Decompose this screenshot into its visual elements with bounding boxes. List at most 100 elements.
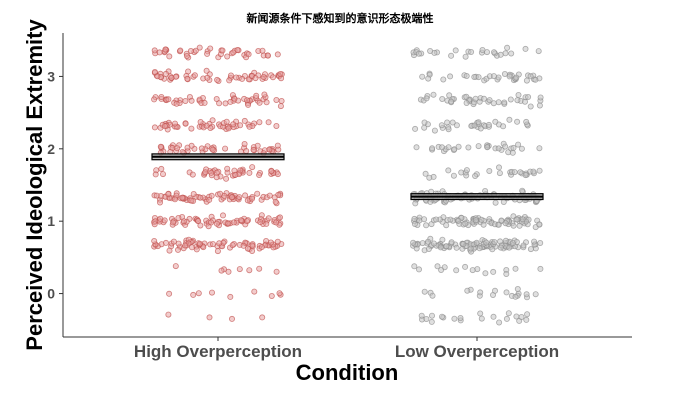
data-point [209, 241, 216, 248]
data-point [196, 240, 203, 247]
data-point [246, 169, 253, 176]
data-point [495, 221, 502, 228]
data-point [448, 52, 455, 59]
data-point [170, 238, 177, 245]
data-point [448, 239, 455, 246]
data-point [475, 74, 482, 81]
data-point [536, 221, 543, 228]
data-point [168, 74, 175, 81]
data-point [513, 313, 520, 320]
data-point [158, 94, 165, 101]
data-point [445, 167, 452, 174]
data-point [423, 315, 430, 322]
data-point [214, 248, 221, 255]
data-point [512, 265, 519, 272]
data-point [510, 222, 517, 229]
data-point [490, 268, 497, 275]
data-point [259, 47, 266, 54]
data-point [230, 219, 237, 226]
data-point [166, 247, 173, 254]
data-point [502, 220, 509, 227]
data-point [411, 215, 418, 222]
data-point [453, 122, 460, 129]
data-point [525, 94, 532, 101]
data-point [513, 74, 520, 81]
data-point [166, 53, 173, 60]
data-point [273, 268, 280, 275]
data-point [207, 45, 214, 52]
data-point [245, 51, 252, 58]
data-point [498, 217, 505, 224]
data-point [225, 220, 232, 227]
data-point [475, 119, 482, 126]
data-point [216, 240, 223, 247]
data-point [209, 146, 216, 153]
data-point [438, 122, 445, 129]
data-point [463, 93, 470, 100]
data-point [445, 126, 452, 133]
data-point [495, 164, 502, 171]
data-point [166, 290, 173, 297]
data-point [480, 221, 487, 228]
data-point [503, 270, 510, 277]
data-point [467, 245, 474, 252]
data-point [448, 98, 455, 105]
data-point [219, 47, 226, 54]
data-point [250, 146, 257, 153]
data-point [223, 118, 230, 125]
data-point [243, 147, 250, 154]
data-point [428, 312, 435, 319]
data-point [419, 73, 426, 80]
data-point [514, 118, 521, 125]
data-point [256, 171, 263, 178]
data-point [509, 240, 516, 247]
data-point [197, 119, 204, 126]
data-point [204, 74, 211, 81]
data-point [182, 242, 189, 249]
data-point [226, 77, 233, 84]
data-point [162, 70, 169, 77]
data-point [497, 244, 504, 251]
data-point [184, 75, 191, 82]
data-point [173, 100, 180, 107]
y-tick-label: 2 [47, 141, 55, 157]
data-point [208, 289, 215, 296]
data-point [419, 240, 426, 247]
data-point [515, 141, 522, 148]
data-point [495, 99, 502, 106]
data-point [517, 169, 524, 176]
data-point [273, 97, 280, 104]
data-point [532, 76, 539, 83]
data-point [157, 215, 164, 222]
data-point [462, 53, 469, 60]
data-point [268, 292, 275, 299]
data-point [269, 74, 276, 81]
data-point [523, 118, 530, 125]
data-point [159, 171, 166, 178]
data-point [484, 144, 491, 151]
data-point [233, 74, 240, 81]
data-point [424, 238, 431, 245]
data-point [225, 268, 232, 275]
data-point [245, 101, 252, 108]
data-point [537, 265, 544, 272]
data-point [224, 165, 231, 172]
data-point [188, 97, 195, 104]
data-point [175, 214, 182, 221]
data-point [536, 167, 543, 174]
data-point [161, 123, 168, 130]
data-point [514, 97, 521, 104]
data-point [274, 142, 281, 149]
data-point [174, 246, 181, 253]
data-point [523, 77, 530, 84]
data-point [258, 243, 265, 250]
data-point [256, 119, 263, 126]
data-point [209, 117, 216, 124]
data-point [253, 92, 260, 99]
data-point [506, 244, 513, 251]
data-point [165, 191, 172, 198]
data-point [501, 71, 508, 78]
data-point [156, 199, 163, 206]
data-point [527, 73, 534, 80]
data-point [483, 239, 490, 246]
